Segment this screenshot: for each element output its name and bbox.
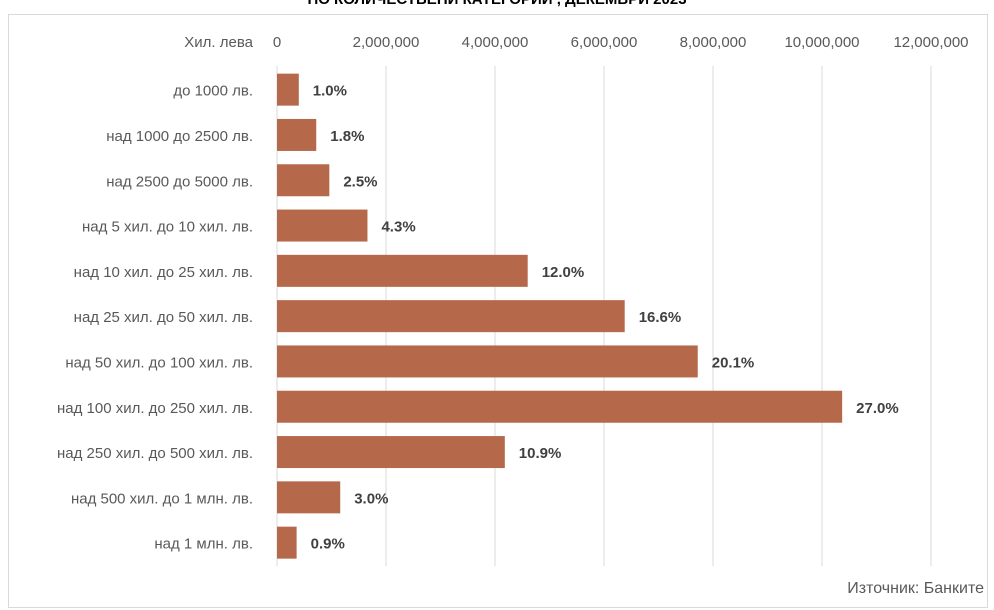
bar bbox=[277, 526, 297, 559]
data-label: 1.0% bbox=[313, 83, 347, 100]
x-tick-label: 12,000,000 bbox=[893, 34, 968, 51]
source-note: Източник: Банките bbox=[847, 580, 984, 597]
bar bbox=[277, 164, 330, 197]
bar bbox=[277, 254, 528, 287]
data-label: 16.6% bbox=[639, 309, 682, 326]
data-label: 27.0% bbox=[856, 400, 899, 417]
data-label: 1.8% bbox=[330, 128, 364, 145]
bar bbox=[277, 209, 368, 242]
bar bbox=[277, 436, 505, 469]
category-label: над 500 хил. до 1 млн. лв. bbox=[71, 490, 253, 507]
x-tick-label: 6,000,000 bbox=[571, 34, 638, 51]
bar bbox=[277, 390, 843, 423]
x-tick-label: 2,000,000 bbox=[353, 34, 420, 51]
category-label: над 50 хил. до 100 хил. лв. bbox=[65, 354, 253, 371]
category-label: над 10 хил. до 25 хил. лв. bbox=[74, 264, 253, 281]
data-label: 4.3% bbox=[381, 219, 415, 236]
category-label: над 25 хил. до 50 хил. лв. bbox=[74, 309, 253, 326]
data-label: 2.5% bbox=[343, 173, 377, 190]
axis-unit-label: Хил. лева bbox=[184, 34, 253, 51]
x-tick-label: 0 bbox=[273, 34, 281, 51]
bar bbox=[277, 345, 698, 378]
data-label: 10.9% bbox=[519, 445, 562, 462]
bar bbox=[277, 118, 317, 151]
chart-title: ПО КОЛИЧЕСТВЕНИ КАТЕГОРИИ , ДЕКЕМВРИ 202… bbox=[0, 0, 994, 8]
category-label: над 250 хил. до 500 хил. лв. bbox=[57, 445, 253, 462]
bar bbox=[277, 481, 341, 514]
x-tick-label: 8,000,000 bbox=[680, 34, 747, 51]
category-label: над 100 хил. до 250 хил. лв. bbox=[57, 400, 253, 417]
bar bbox=[277, 300, 625, 333]
category-label: над 1 млн. лв. bbox=[154, 536, 253, 553]
x-tick-label: 4,000,000 bbox=[462, 34, 529, 51]
chart-area bbox=[8, 14, 988, 608]
data-label: 3.0% bbox=[354, 490, 388, 507]
x-tick-label: 10,000,000 bbox=[784, 34, 859, 51]
category-label: до 1000 лв. bbox=[173, 83, 253, 100]
bar bbox=[277, 73, 299, 106]
category-label: над 2500 до 5000 лв. bbox=[106, 173, 253, 190]
category-label: над 1000 до 2500 лв. bbox=[106, 128, 253, 145]
data-label: 12.0% bbox=[542, 264, 585, 281]
data-label: 0.9% bbox=[311, 536, 345, 553]
data-label: 20.1% bbox=[712, 354, 755, 371]
category-label: над 5 хил. до 10 хил. лв. bbox=[82, 219, 253, 236]
